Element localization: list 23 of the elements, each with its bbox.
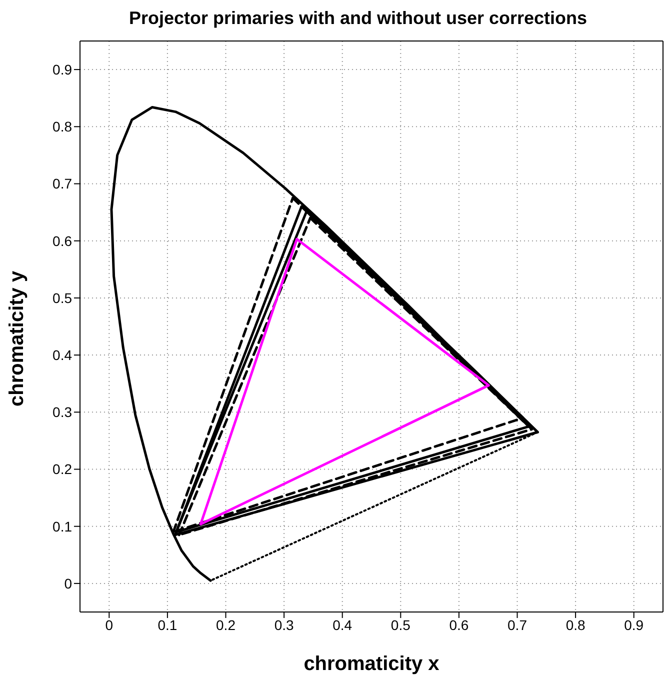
- y-axis-title: chromaticity y: [6, 270, 28, 406]
- y-tick-label: 0.7: [52, 176, 72, 192]
- x-tick-label: 0.4: [332, 616, 352, 633]
- x-tick-label: 0.3: [274, 616, 294, 633]
- y-tick-label: 0.4: [52, 347, 72, 364]
- x-tick-label: 0.9: [624, 616, 644, 633]
- chart-title: Projector primaries with and without user corrections: [128, 8, 588, 30]
- y-tick-label: 0.5: [52, 290, 72, 306]
- x-tick-label: 0.2: [216, 616, 236, 633]
- y-tick-label: 0.9: [52, 62, 72, 78]
- y-tick-label: 0.3: [52, 404, 72, 420]
- x-tick-label: 0.5: [390, 616, 411, 633]
- x-tick-label: 0.6: [449, 616, 469, 633]
- y-tick-label: 0.6: [52, 232, 72, 249]
- x-tick-label: 0.7: [508, 616, 528, 633]
- x-tick-label: 0.8: [566, 616, 586, 633]
- y-tick-label: 0.8: [52, 118, 72, 135]
- x-tick-label: 0: [105, 616, 114, 633]
- y-tick-label: 0.2: [52, 461, 72, 478]
- x-axis-title: chromaticity x: [304, 653, 440, 675]
- x-tick-label: 0.1: [158, 616, 178, 633]
- y-tick-label: 0.1: [52, 518, 72, 534]
- y-tick-label: 0: [64, 575, 72, 592]
